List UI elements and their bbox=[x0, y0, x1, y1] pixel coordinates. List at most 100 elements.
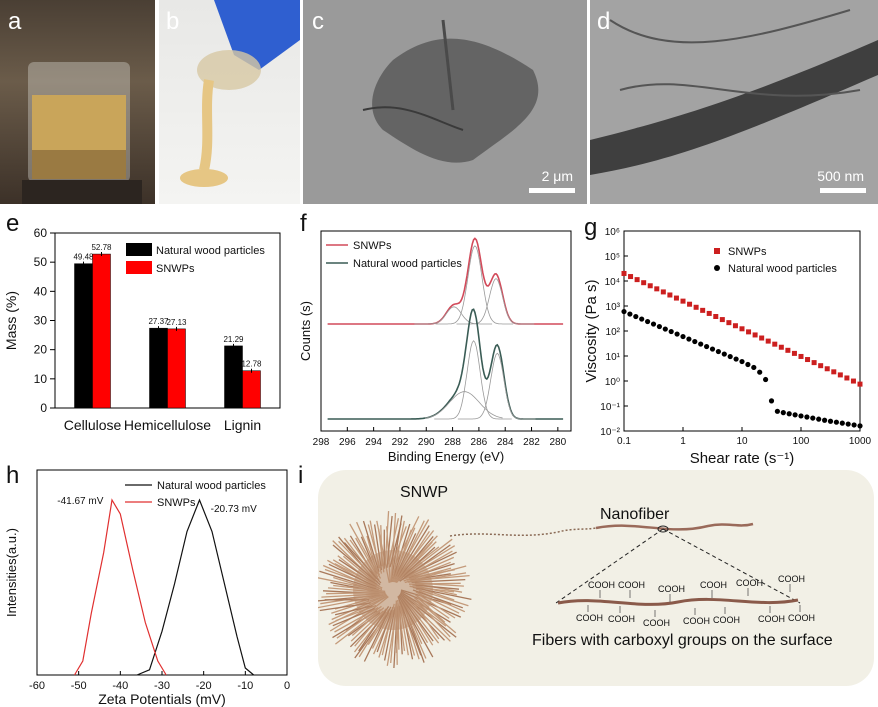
x-tick-label: 0.1 bbox=[617, 436, 631, 447]
natural-wood-point bbox=[645, 318, 651, 325]
schematic-caption: Fibers with carboxyl groups on the surfa… bbox=[532, 632, 833, 649]
natural-wood-point bbox=[857, 423, 863, 429]
natural-wood-point bbox=[698, 341, 704, 347]
natural-wood-point bbox=[633, 313, 639, 320]
y-axis-label: Counts (s) bbox=[298, 301, 313, 361]
bar-snwps bbox=[92, 253, 111, 409]
x-tick-label: 284 bbox=[497, 437, 514, 448]
carboxyl-fiber bbox=[557, 597, 799, 606]
snwp-point bbox=[673, 295, 679, 301]
bar-value-label: 49.48 bbox=[73, 253, 94, 262]
snwp-point bbox=[831, 369, 837, 375]
y-tick-label: 10⁻² bbox=[600, 427, 620, 438]
snwp-point bbox=[739, 326, 745, 332]
category-label: Lignin bbox=[224, 417, 261, 433]
x-tick-label: 294 bbox=[365, 437, 382, 448]
tem-image-c bbox=[362, 19, 539, 163]
legend-label: SNWPs bbox=[156, 263, 195, 275]
y-tick-label: 40 bbox=[34, 284, 48, 298]
natural-wood-point bbox=[845, 421, 851, 427]
y-tick-label: 10⁶ bbox=[605, 227, 620, 238]
legend-label: SNWPs bbox=[353, 240, 392, 252]
cooh-label: COOH bbox=[700, 580, 727, 590]
bar-value-label: 27.13 bbox=[166, 318, 187, 327]
natural-wood-point bbox=[774, 408, 780, 414]
category-label: Hemicellulose bbox=[124, 417, 211, 433]
legend-label: SNWPs bbox=[728, 246, 767, 258]
zoom-circle bbox=[657, 525, 669, 533]
snwp-point bbox=[628, 274, 634, 280]
y-tick-label: 0 bbox=[40, 401, 47, 415]
legend-marker bbox=[714, 265, 720, 271]
peak-label: -20.73 mV bbox=[211, 504, 257, 515]
beaker-illustration bbox=[22, 62, 142, 204]
legend-swatch bbox=[126, 261, 152, 274]
natural-wood-point bbox=[745, 361, 751, 368]
legend-label: SNWPs bbox=[157, 497, 196, 509]
x-tick-label: -40 bbox=[112, 680, 128, 692]
x-tick-label: -50 bbox=[71, 680, 87, 692]
panel-a-photo bbox=[0, 0, 155, 204]
x-tick-label: -10 bbox=[237, 680, 253, 692]
y-axis-label: Viscosity (Pa s) bbox=[584, 279, 600, 382]
y-tick-label: 10² bbox=[606, 327, 621, 338]
snwp-point bbox=[732, 323, 738, 329]
panel-label-b: b bbox=[166, 8, 180, 35]
snwp-point bbox=[791, 350, 797, 356]
panel-c-tem: 2 μm bbox=[303, 0, 587, 204]
natural-wood-point bbox=[715, 348, 721, 355]
snwp-point bbox=[647, 283, 653, 289]
natural-wood-point bbox=[763, 376, 769, 383]
x-tick-label: 290 bbox=[418, 437, 435, 448]
legend-marker bbox=[714, 248, 720, 254]
cooh-label: COOH bbox=[643, 618, 670, 628]
snwp-point bbox=[687, 301, 693, 307]
y-axis-label: Intensities(a.u.) bbox=[4, 528, 19, 617]
panel-label-c: c bbox=[312, 8, 324, 35]
legend-swatch bbox=[126, 243, 152, 256]
panel-label-d: d bbox=[597, 8, 611, 35]
bar-natural-wood-particles bbox=[149, 327, 168, 409]
natural-wood-point bbox=[851, 422, 857, 428]
natural-wood-point bbox=[650, 321, 657, 327]
natural-wood-point bbox=[751, 364, 757, 371]
bar-value-label: 27.37 bbox=[148, 317, 169, 326]
cooh-label: COOH bbox=[618, 580, 645, 590]
y-tick-label: 10³ bbox=[606, 302, 621, 313]
x-tick-label: 10 bbox=[736, 436, 748, 447]
xps-curve-1 bbox=[327, 308, 564, 420]
panel-label-g: g bbox=[584, 214, 598, 241]
legend-label: Natural wood particles bbox=[156, 245, 265, 257]
snwp-point bbox=[805, 357, 811, 363]
natural-wood-point bbox=[662, 326, 668, 332]
panel-label-e: e bbox=[6, 210, 20, 237]
natural-wood-point bbox=[627, 311, 633, 317]
snwp-point bbox=[844, 375, 850, 381]
y-tick-label: 30 bbox=[34, 314, 48, 328]
cooh-label: COOH bbox=[683, 616, 710, 626]
x-tick-label: 296 bbox=[339, 437, 356, 448]
natural-wood-point bbox=[833, 419, 839, 425]
x-tick-label: 286 bbox=[471, 437, 488, 448]
natural-wood-point bbox=[792, 412, 798, 418]
cooh-label: COOH bbox=[576, 613, 603, 623]
chart-g-viscosity: 0.1 1 10 100 1000 10⁻² 10⁻¹ 10⁰ 10¹ 10² 10³ 10⁴ 10⁵ 1… bbox=[584, 227, 872, 467]
snwp-point bbox=[660, 289, 666, 295]
y-tick-label: 10⁴ bbox=[605, 277, 620, 288]
snwp-point bbox=[713, 314, 719, 320]
snwp-point bbox=[680, 298, 686, 304]
cooh-label: COOH bbox=[778, 574, 805, 584]
x-tick-label: 1 bbox=[680, 436, 686, 447]
panel-label-a: a bbox=[8, 8, 22, 35]
panel-d-tem: 500 nm bbox=[590, 0, 878, 204]
bar-snwps bbox=[242, 370, 261, 409]
plot-frame bbox=[320, 230, 572, 432]
fiber-connector bbox=[449, 527, 597, 537]
natural-wood-point bbox=[721, 351, 727, 357]
nanofiber-line bbox=[595, 522, 754, 531]
snwp-point bbox=[857, 381, 863, 387]
panel-i-schematic: COOH COOH COOH COOH COOH COOH COOH COOH COOH COOH… bbox=[315, 470, 874, 686]
x-tick-label: -20 bbox=[196, 680, 212, 692]
